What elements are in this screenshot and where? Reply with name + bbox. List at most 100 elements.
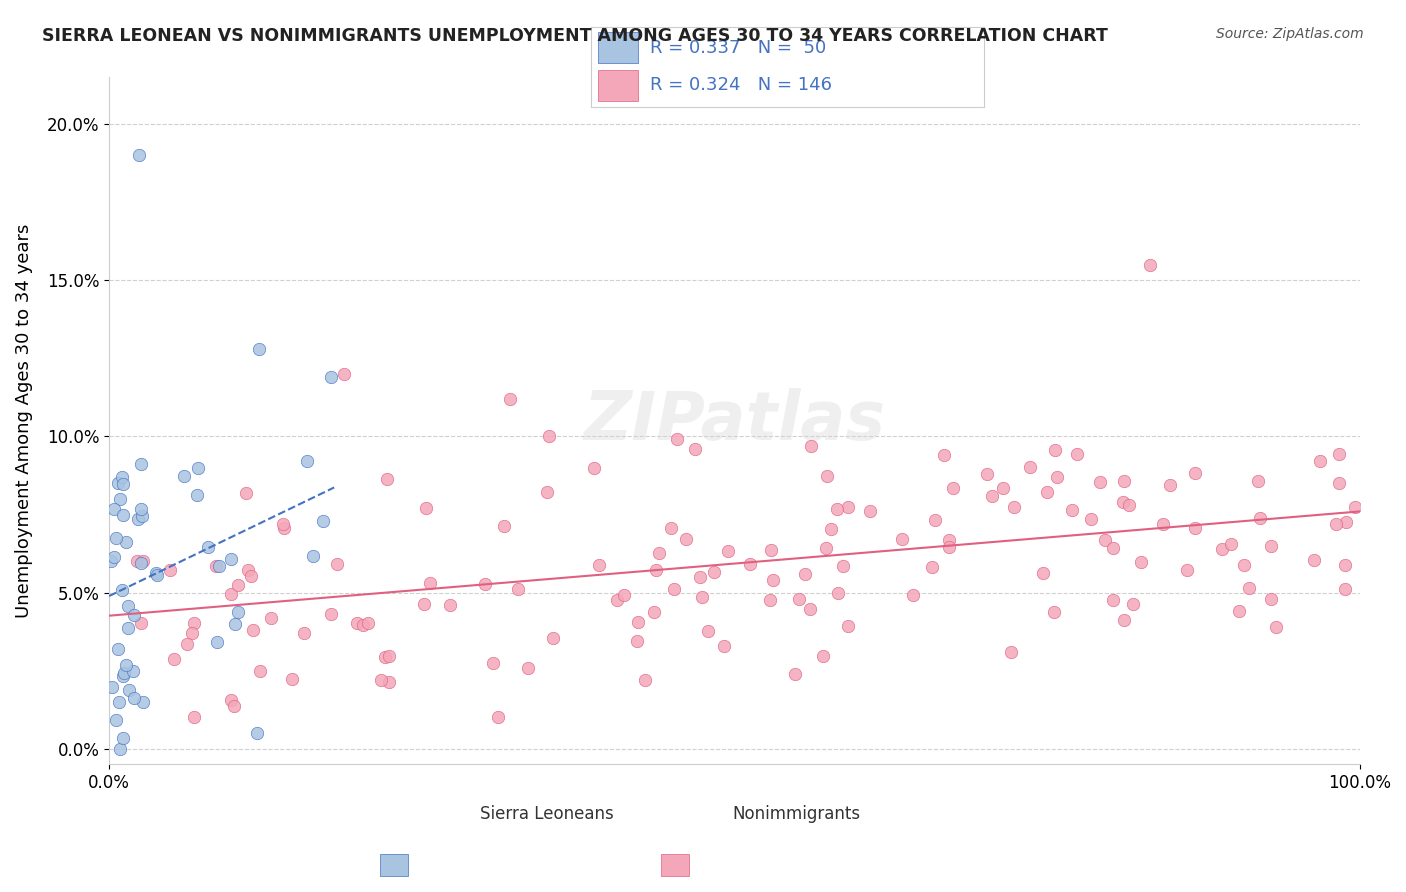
- Point: [1112, 495, 1135, 509]
- Point: [924, 513, 946, 527]
- Point: [159, 563, 181, 577]
- Point: [1088, 475, 1111, 489]
- Point: [128, 148, 150, 162]
- Point: [1060, 503, 1083, 517]
- Point: [1237, 581, 1260, 595]
- Point: [1260, 539, 1282, 553]
- Point: [176, 637, 198, 651]
- Point: [122, 607, 145, 622]
- Point: [1227, 604, 1250, 618]
- Point: [1102, 592, 1125, 607]
- Point: [675, 532, 697, 546]
- Point: [117, 599, 139, 613]
- Point: [815, 469, 838, 483]
- Point: [326, 557, 349, 571]
- Point: [117, 621, 139, 635]
- Point: [378, 648, 401, 663]
- Point: [100, 681, 122, 695]
- Point: [226, 605, 249, 619]
- Point: [246, 726, 269, 740]
- Point: [1066, 447, 1088, 461]
- Point: [1043, 443, 1066, 458]
- Point: [370, 673, 392, 687]
- Point: [1334, 582, 1357, 596]
- Point: [346, 615, 368, 630]
- Point: [118, 682, 141, 697]
- Point: [814, 541, 837, 555]
- Point: [1334, 558, 1357, 573]
- Point: [219, 551, 242, 566]
- Point: [1139, 258, 1161, 272]
- Point: [374, 650, 396, 665]
- Point: [474, 577, 496, 591]
- Point: [1232, 558, 1254, 572]
- Point: [112, 731, 135, 746]
- Point: [800, 439, 823, 453]
- Point: [103, 550, 125, 565]
- Point: [104, 531, 127, 545]
- Point: [662, 582, 685, 597]
- Point: [146, 567, 169, 582]
- Point: [1175, 563, 1198, 577]
- Point: [208, 558, 231, 573]
- Bar: [599, 70, 638, 101]
- Point: [413, 598, 436, 612]
- Point: [762, 573, 785, 587]
- Point: [107, 476, 129, 491]
- Point: [785, 666, 807, 681]
- Point: [115, 657, 138, 672]
- Text: SIERRA LEONEAN VS NONIMMIGRANTS UNEMPLOYMENT AMONG AGES 30 TO 34 YEARS CORRELATI: SIERRA LEONEAN VS NONIMMIGRANTS UNEMPLOY…: [42, 27, 1108, 45]
- Bar: [599, 32, 638, 62]
- Point: [145, 566, 167, 580]
- Point: [696, 624, 718, 639]
- Point: [1324, 516, 1347, 531]
- Point: [938, 533, 960, 548]
- Point: [226, 577, 249, 591]
- Point: [205, 559, 228, 574]
- Point: [259, 610, 281, 624]
- Point: [183, 710, 205, 724]
- Point: [107, 641, 129, 656]
- Point: [1080, 511, 1102, 525]
- Point: [131, 508, 153, 523]
- Point: [127, 511, 149, 525]
- Point: [1114, 474, 1136, 488]
- Point: [648, 546, 671, 560]
- Point: [627, 615, 650, 629]
- Point: [498, 392, 520, 406]
- Point: [1329, 447, 1351, 461]
- Point: [1211, 542, 1233, 557]
- Point: [827, 586, 849, 600]
- Point: [820, 522, 842, 536]
- Point: [659, 521, 682, 535]
- Point: [247, 342, 270, 356]
- Point: [1000, 645, 1022, 659]
- Point: [377, 674, 399, 689]
- Point: [129, 615, 152, 630]
- Point: [108, 695, 131, 709]
- Point: [541, 631, 564, 645]
- Point: [1219, 536, 1241, 550]
- Point: [903, 588, 925, 602]
- Point: [606, 593, 628, 607]
- Point: [683, 442, 706, 456]
- Point: [536, 485, 558, 500]
- Point: [890, 532, 912, 546]
- Point: [634, 673, 657, 687]
- Point: [183, 616, 205, 631]
- Point: [312, 514, 335, 528]
- Point: [273, 521, 295, 535]
- Text: Source: ZipAtlas.com: Source: ZipAtlas.com: [1216, 27, 1364, 41]
- Point: [321, 607, 343, 621]
- Point: [205, 635, 228, 649]
- Point: [186, 488, 208, 502]
- Point: [1265, 620, 1288, 634]
- Point: [111, 669, 134, 683]
- Point: [811, 648, 834, 663]
- Point: [837, 619, 859, 633]
- Point: [110, 470, 132, 484]
- Point: [538, 429, 561, 443]
- Point: [689, 569, 711, 583]
- Point: [626, 634, 648, 648]
- Point: [713, 640, 735, 654]
